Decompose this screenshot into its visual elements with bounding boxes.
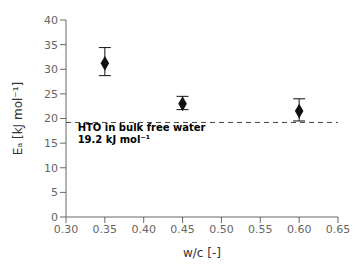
svg-text:0: 0 — [51, 211, 58, 224]
svg-text:19.2 kJ mol⁻¹: 19.2 kJ mol⁻¹ — [78, 134, 150, 145]
svg-text:0.35: 0.35 — [93, 223, 118, 236]
svg-text:35: 35 — [44, 39, 58, 52]
svg-text:20: 20 — [44, 112, 58, 125]
svg-text:15: 15 — [44, 137, 58, 150]
svg-text:0.40: 0.40 — [131, 223, 156, 236]
svg-text:0.30: 0.30 — [54, 223, 79, 236]
svg-text:25: 25 — [44, 88, 58, 101]
svg-text:Eₐ [kJ mol⁻¹]: Eₐ [kJ mol⁻¹] — [11, 82, 25, 155]
svg-text:10: 10 — [44, 162, 58, 175]
svg-text:40: 40 — [44, 14, 58, 27]
svg-text:5: 5 — [51, 186, 58, 199]
svg-text:w/c [-]: w/c [-] — [183, 246, 221, 260]
svg-text:0.55: 0.55 — [248, 223, 273, 236]
svg-text:0.60: 0.60 — [287, 223, 312, 236]
svg-text:0.45: 0.45 — [170, 223, 195, 236]
svg-text:0.65: 0.65 — [326, 223, 351, 236]
svg-text:30: 30 — [44, 63, 58, 76]
svg-text:0.50: 0.50 — [209, 223, 234, 236]
svg-text:HTO in bulk free water: HTO in bulk free water — [78, 122, 206, 133]
